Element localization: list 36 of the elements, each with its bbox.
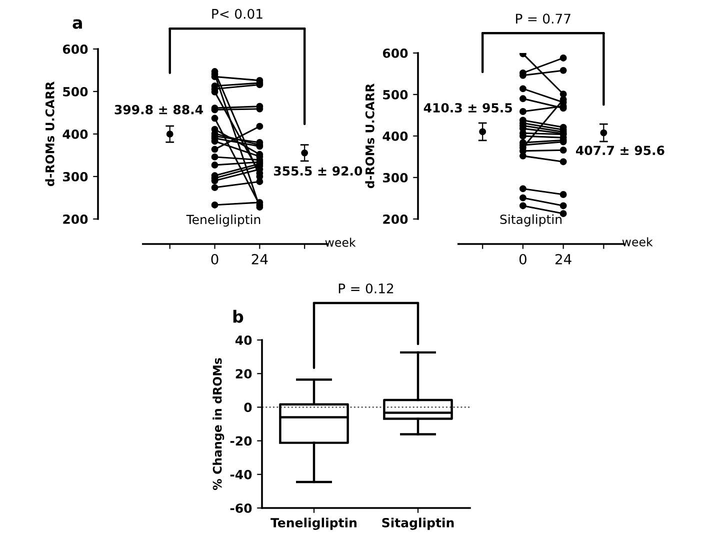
y-tick-label: 400 bbox=[382, 131, 408, 141]
data-label: 355.5 ± 92.0 bbox=[274, 166, 362, 176]
y-tick-label: 200 bbox=[63, 214, 88, 224]
x-tick-label: 24 bbox=[555, 254, 572, 264]
y-tick-label: 300 bbox=[63, 172, 88, 182]
y-tick-label: 40 bbox=[235, 335, 252, 345]
text: week bbox=[622, 237, 653, 246]
y-tick-label: 300 bbox=[383, 172, 408, 182]
annotation: Teneligliptin bbox=[186, 214, 260, 227]
text: week bbox=[325, 238, 356, 247]
y-tick-label: 600 bbox=[382, 48, 408, 58]
y-tick-label: 20 bbox=[236, 369, 252, 379]
y-tick-label: -20 bbox=[230, 436, 252, 446]
y-tick-label: 400 bbox=[62, 129, 88, 139]
y-tick-label: 0 bbox=[244, 402, 252, 412]
y-tick-label: 500 bbox=[383, 90, 408, 100]
text: a bbox=[72, 19, 82, 29]
y-tick-label: 500 bbox=[63, 86, 88, 96]
y-tick-label: 200 bbox=[383, 214, 408, 224]
y-axis-title: % Change in dROMs bbox=[212, 358, 224, 490]
annotation: Sitagliptin bbox=[500, 214, 562, 226]
data-label: 410.3 ± 95.5 bbox=[424, 103, 512, 113]
y-axis-title: d-ROMs U.CARR bbox=[365, 84, 374, 188]
y-tick-label: 600 bbox=[62, 44, 88, 54]
y-axis-title: d-ROMs U.CARR bbox=[45, 82, 54, 186]
x-tick-label: 0 bbox=[519, 254, 526, 264]
data-label: 407.7 ± 95.6 bbox=[576, 146, 664, 156]
x-tick-label: 0 bbox=[211, 254, 218, 264]
text: P< 0.01 bbox=[212, 8, 262, 19]
text: P = 0.12 bbox=[338, 283, 394, 294]
data-label: 399.8 ± 88.4 bbox=[114, 104, 203, 114]
text: P = 0.77 bbox=[516, 14, 570, 24]
text: b bbox=[233, 310, 244, 323]
x-tick-label: 24 bbox=[252, 254, 268, 264]
y-tick-label: -40 bbox=[230, 470, 252, 480]
y-tick-label: -60 bbox=[230, 503, 252, 513]
